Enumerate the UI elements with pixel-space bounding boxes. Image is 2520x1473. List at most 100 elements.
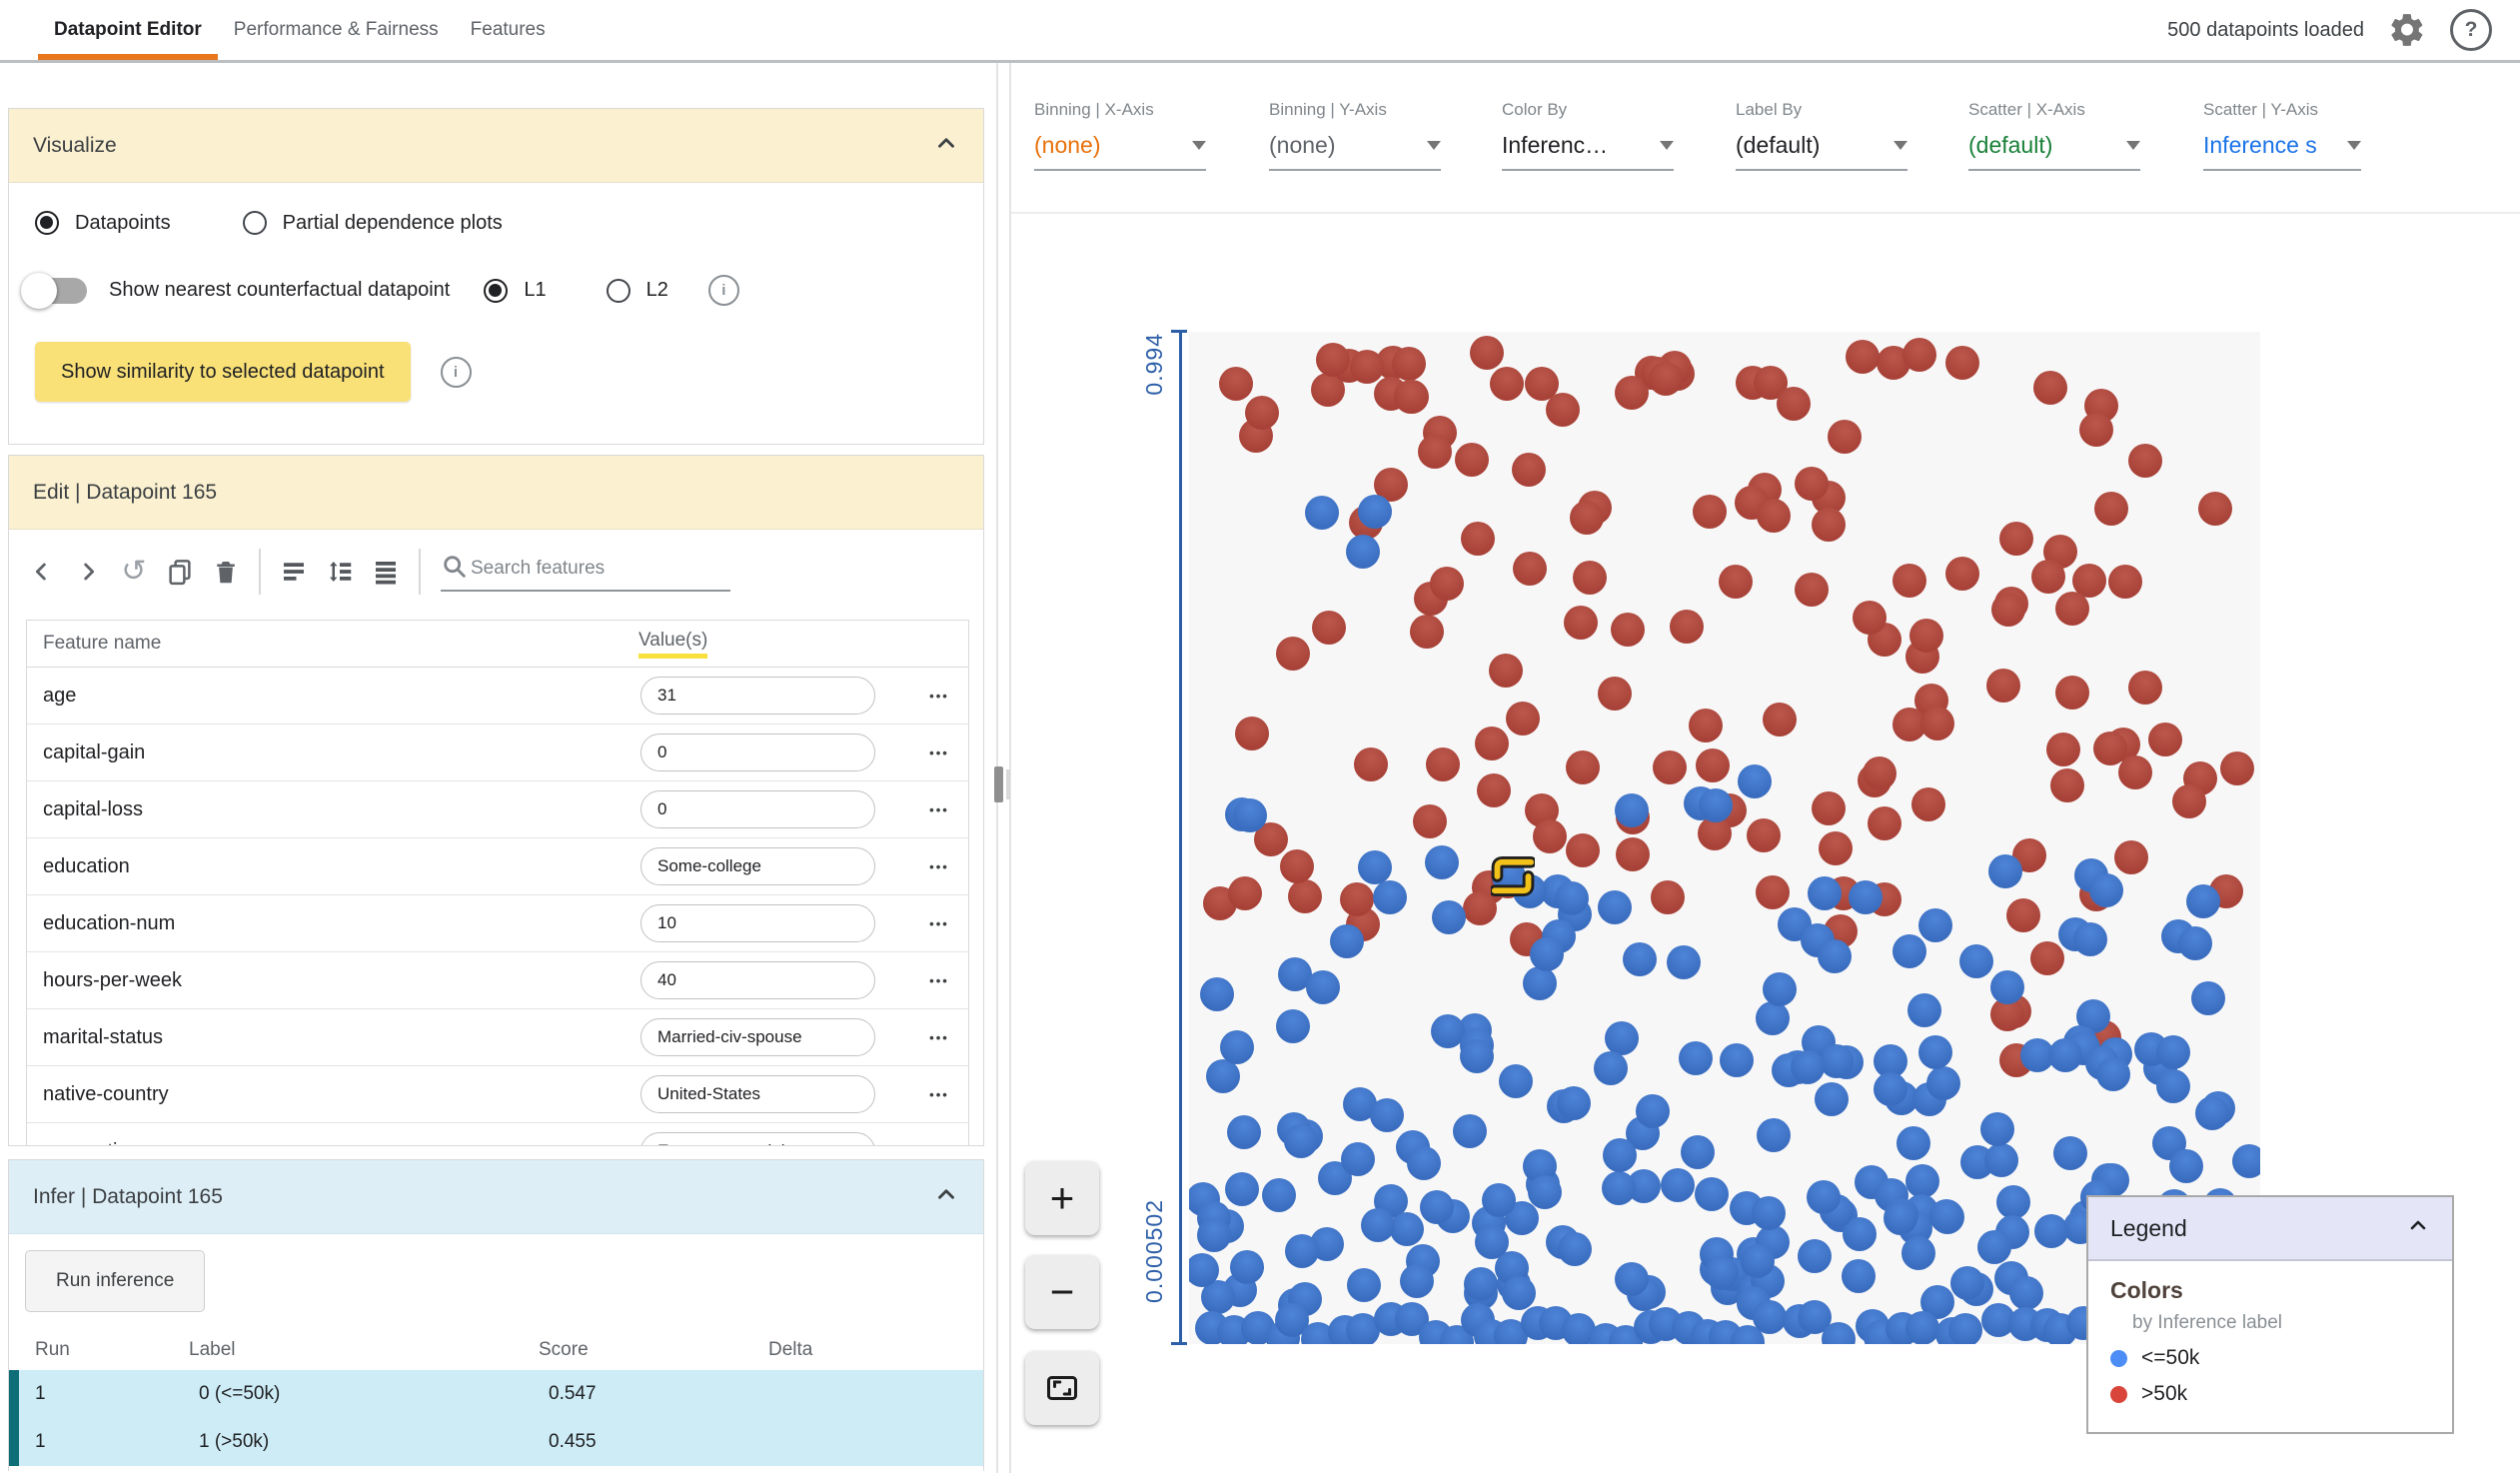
info-icon[interactable]: i [707, 275, 739, 306]
help-icon[interactable]: ? [2450, 9, 2492, 51]
datapoint[interactable] [1424, 845, 1459, 880]
datapoint[interactable] [1818, 938, 1853, 973]
datapoint[interactable] [1649, 361, 1684, 396]
datapoint[interactable] [1945, 556, 1980, 591]
datapoint[interactable] [1808, 875, 1843, 910]
datapoint[interactable] [1228, 876, 1263, 911]
datapoint[interactable] [2127, 670, 2162, 705]
datapoint[interactable] [1598, 890, 1633, 925]
datapoint[interactable] [1849, 880, 1884, 915]
feature-value-input[interactable] [640, 790, 875, 828]
datapoint[interactable] [1699, 788, 1734, 823]
datapoint[interactable] [1284, 1234, 1319, 1269]
show-similarity-button[interactable]: Show similarity to selected datapoint [35, 342, 411, 402]
counterfactual-toggle[interactable] [21, 272, 87, 309]
feature-options-button[interactable]: ••• [929, 744, 949, 760]
revert-history-icon[interactable]: ↺ [121, 555, 147, 588]
datapoint[interactable] [1696, 747, 1731, 782]
datapoint[interactable] [1689, 708, 1724, 742]
l1-radio[interactable] [484, 278, 509, 303]
datapoint[interactable] [2191, 981, 2226, 1016]
datapoint[interactable] [1756, 498, 1791, 533]
datapoint[interactable] [1389, 1212, 1424, 1247]
datapoint[interactable] [1986, 668, 2021, 703]
datapoint[interactable] [1360, 1207, 1395, 1242]
datapoint[interactable] [1752, 1299, 1787, 1334]
datapoint[interactable] [1795, 572, 1830, 607]
datapoints-radio[interactable] [35, 211, 59, 235]
datapoint[interactable] [2055, 676, 2090, 711]
datapoint[interactable] [2108, 565, 2143, 600]
datapoint[interactable] [1557, 1232, 1592, 1267]
datapoint[interactable] [1998, 522, 2033, 557]
datapoint[interactable] [1429, 567, 1464, 602]
datapoint[interactable] [1329, 923, 1364, 958]
datapoint[interactable] [1926, 1065, 1961, 1100]
datapoint[interactable] [1350, 349, 1385, 384]
datapoint[interactable] [1892, 933, 1927, 968]
collapse-chevron-icon[interactable] [933, 130, 959, 162]
datapoint[interactable] [2088, 872, 2123, 907]
datapoint[interactable] [2095, 1057, 2130, 1091]
datapoint[interactable] [1564, 605, 1599, 640]
datapoint[interactable] [1566, 750, 1601, 785]
datapoint[interactable] [1419, 1189, 1454, 1224]
datapoint[interactable] [1280, 849, 1315, 884]
datapoint[interactable] [1909, 618, 1944, 653]
datapoint[interactable] [1601, 1171, 1636, 1206]
datapoint[interactable] [1996, 1184, 2031, 1219]
datapoint[interactable] [1474, 727, 1509, 761]
datapoint[interactable] [1354, 746, 1389, 781]
datapoint[interactable] [2055, 591, 2090, 626]
zoom-out-button[interactable]: − [1025, 1255, 1099, 1329]
datapoint[interactable] [1227, 1114, 1262, 1149]
datapoint[interactable] [2219, 751, 2254, 786]
datapoint[interactable] [1959, 943, 1994, 978]
datapoint[interactable] [2148, 723, 2183, 757]
datapoint[interactable] [1604, 1021, 1639, 1056]
datapoint[interactable] [1670, 610, 1705, 645]
datapoint[interactable] [2072, 922, 2107, 957]
datapoint[interactable] [2092, 731, 2127, 765]
settings-gear-icon[interactable] [2388, 11, 2426, 49]
datapoint[interactable] [1315, 342, 1350, 377]
datapoint[interactable] [1622, 941, 1657, 976]
datapoint[interactable] [1853, 601, 1888, 636]
datapoint[interactable] [1455, 442, 1490, 477]
datapoint[interactable] [2033, 1213, 2068, 1248]
datapoint[interactable] [1460, 1038, 1495, 1073]
datapoint[interactable] [1406, 1146, 1441, 1181]
datapoint[interactable] [1883, 1201, 1917, 1236]
info-icon[interactable]: i [440, 356, 472, 388]
datapoint[interactable] [1593, 1050, 1628, 1085]
datapoint[interactable] [1762, 703, 1797, 737]
sort-features-icon[interactable] [271, 549, 317, 595]
control-value[interactable]: (none) [1034, 132, 1206, 171]
panel-resize-handle[interactable] [994, 766, 1003, 802]
datapoint[interactable] [1705, 1255, 1740, 1290]
datapoint[interactable] [1475, 1225, 1510, 1260]
datapoint[interactable] [1905, 1310, 1940, 1344]
line-spacing-icon[interactable] [317, 549, 363, 595]
datapoint[interactable] [1977, 1230, 2012, 1265]
datapoint[interactable] [1719, 1043, 1754, 1078]
datapoint[interactable] [1598, 677, 1633, 712]
datapoint[interactable] [1412, 804, 1447, 839]
feature-options-button[interactable]: ••• [929, 801, 949, 817]
feature-options-button[interactable]: ••• [929, 1086, 949, 1102]
datapoint[interactable] [1311, 611, 1346, 646]
datapoint[interactable] [1196, 1217, 1231, 1252]
datapoint[interactable] [1874, 1071, 1908, 1106]
datapoint[interactable] [1572, 561, 1607, 596]
datapoint[interactable] [1980, 1112, 2015, 1147]
datapoint[interactable] [1821, 1322, 1856, 1344]
datapoint[interactable] [1358, 494, 1393, 529]
datapoint[interactable] [2046, 733, 2081, 767]
feature-value-input[interactable] [640, 847, 875, 885]
datapoint[interactable] [1477, 773, 1512, 808]
l2-radio[interactable] [606, 278, 630, 303]
datapoint[interactable] [1300, 1322, 1335, 1344]
delete-datapoint-icon[interactable] [203, 549, 249, 595]
datapoint[interactable] [1636, 1094, 1671, 1129]
feature-options-button[interactable]: ••• [929, 1029, 949, 1045]
